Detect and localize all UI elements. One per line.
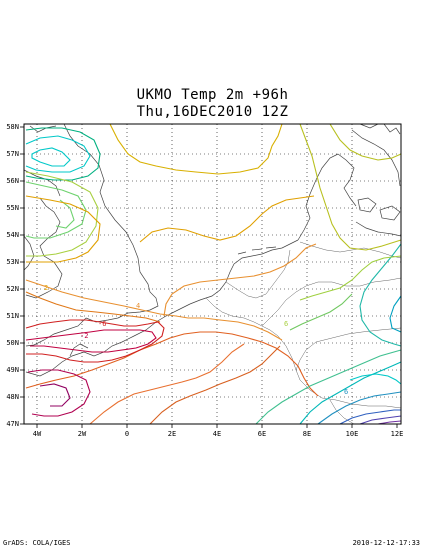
contour-label: 2	[44, 284, 48, 292]
map-frame	[23, 123, 402, 425]
y-tick-label: 47N	[6, 420, 19, 428]
y-tick-label: 50N	[6, 339, 19, 347]
y-tick-label: 58N	[6, 123, 19, 131]
x-tick-label: 4E	[213, 430, 221, 438]
footer-credit: GrADS: COLA/IGES	[3, 539, 71, 547]
x-tick-label: 12E	[391, 430, 404, 438]
contour-label: 6	[284, 320, 288, 328]
y-tick-label: 48N	[6, 393, 19, 401]
footer-timestamp: 2010-12-12-17:33	[352, 539, 420, 547]
y-tick-label: 56N	[6, 177, 19, 185]
y-tick-label: 51N	[6, 312, 19, 320]
map-title: UKMO Temp 2m +96h	[136, 87, 289, 103]
temperature-contours	[25, 123, 402, 425]
x-tick-label: 2W	[78, 430, 87, 438]
y-tick-label: 53N	[6, 258, 19, 266]
tick-marks	[20, 126, 398, 428]
y-tick-label: 52N	[6, 285, 19, 293]
map-subtitle: Thu,16DEC2010 12Z	[136, 104, 289, 120]
y-tick-label: 57N	[6, 150, 19, 158]
x-tick-label: 4W	[33, 430, 42, 438]
contour-label: -6	[98, 320, 106, 328]
coastlines	[23, 123, 402, 377]
contour-label: 6	[344, 388, 348, 396]
contour-label: -2	[80, 332, 88, 340]
contour-label: 4	[136, 302, 140, 310]
y-tick-label: 49N	[6, 366, 19, 374]
contour-labels: 2 -2 -6 4 6 6	[44, 284, 348, 396]
y-tick-label: 55N	[6, 204, 19, 212]
graticule	[24, 124, 401, 425]
x-tick-label: 0	[125, 430, 129, 438]
x-tick-label: 6E	[258, 430, 266, 438]
x-tick-label: 8E	[303, 430, 311, 438]
y-tick-label: 54N	[6, 231, 19, 239]
x-tick-label: 10E	[346, 430, 359, 438]
x-tick-label: 2E	[168, 430, 176, 438]
